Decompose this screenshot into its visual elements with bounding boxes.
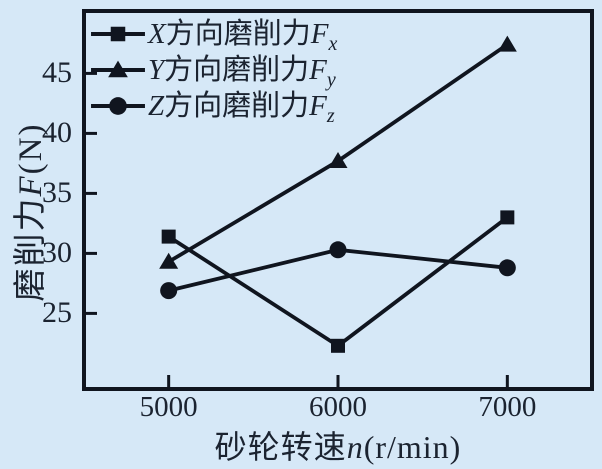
legend-var: Y bbox=[148, 54, 165, 86]
y-tick-label: 35 bbox=[42, 176, 72, 210]
series-y bbox=[159, 35, 517, 269]
legend-subscript: y bbox=[326, 69, 336, 91]
series-z bbox=[160, 241, 516, 300]
legend-cn-text: 方向磨削力 bbox=[165, 18, 311, 50]
x-tick-label: 5000 bbox=[139, 391, 198, 423]
legend-subscript: x bbox=[328, 33, 338, 55]
legend-force-symbol: F bbox=[309, 54, 327, 86]
legend-label-fy: Y方向磨削力Fy bbox=[148, 54, 336, 90]
x-axis-unit: (r/min) bbox=[363, 429, 462, 465]
legend-item-fx: X方向磨削力Fx bbox=[90, 16, 337, 54]
y-tick-label: 40 bbox=[42, 116, 72, 150]
legend-square-marker-icon bbox=[91, 26, 145, 42]
legend-item-fy: Y方向磨削力Fy bbox=[90, 52, 337, 90]
legend-subscript: z bbox=[326, 105, 335, 127]
legend-label-fz: Z方向磨削力Fz bbox=[148, 90, 335, 126]
legend-force-symbol: F bbox=[310, 18, 329, 50]
series-x bbox=[161, 210, 515, 353]
legend-cn-text: 方向磨削力 bbox=[164, 54, 310, 86]
legend-item-fz: Z方向磨削力Fz bbox=[90, 88, 337, 126]
legend-cn-text: 方向磨削力 bbox=[164, 90, 310, 122]
y-tick-label: 25 bbox=[42, 296, 72, 330]
legend-force-symbol: F bbox=[309, 90, 327, 122]
y-tick-label: 45 bbox=[42, 56, 72, 90]
x-axis-symbol: n bbox=[346, 429, 364, 465]
legend-label-fx: X方向磨削力Fx bbox=[148, 18, 337, 54]
x-axis-title-text: 砂轮转速 bbox=[214, 429, 347, 465]
x-tick-label: 6000 bbox=[309, 391, 367, 423]
legend-triangle-marker-icon bbox=[91, 60, 145, 78]
y-tick-label: 30 bbox=[42, 236, 72, 270]
plot-border bbox=[82, 9, 594, 391]
chart-legend: X方向磨削力Fx Y方向磨削力Fy Z方向磨削力Fz bbox=[90, 16, 337, 126]
legend-var: X bbox=[148, 18, 166, 50]
legend-circle-marker-icon bbox=[91, 97, 145, 115]
x-tick-label: 7000 bbox=[478, 391, 537, 423]
x-axis-title: 砂轮转速n(r/min) bbox=[84, 422, 592, 468]
legend-var: Z bbox=[148, 90, 165, 122]
